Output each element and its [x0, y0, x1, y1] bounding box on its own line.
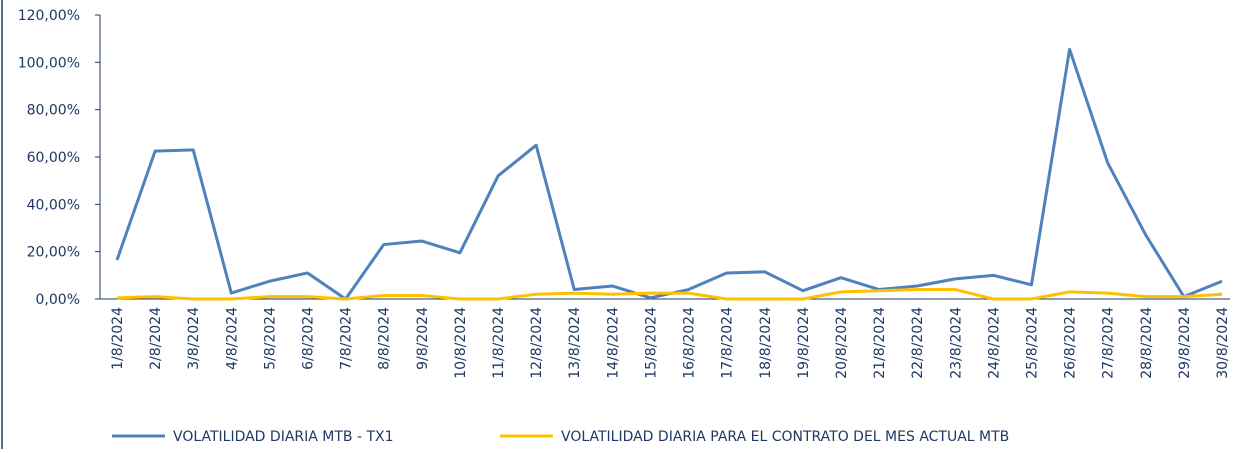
- x-tick-label: 29/8/2024: [1177, 307, 1193, 379]
- y-tick-label: 120,00%: [18, 8, 80, 24]
- x-tick-label: 6/8/2024: [301, 307, 317, 370]
- x-tick-label: 3/8/2024: [186, 307, 202, 370]
- x-tick-label: 26/8/2024: [1063, 307, 1079, 379]
- x-tick-label: 8/8/2024: [377, 307, 393, 370]
- y-tick-label: 20,00%: [27, 245, 80, 261]
- x-tick-label: 17/8/2024: [720, 307, 736, 379]
- x-tick-label: 15/8/2024: [643, 307, 659, 379]
- x-tick-label: 5/8/2024: [262, 307, 278, 370]
- x-tick-label: 12/8/2024: [529, 307, 545, 379]
- x-tick-label: 13/8/2024: [567, 307, 583, 379]
- x-tick-label: 2/8/2024: [148, 307, 164, 370]
- y-tick-label: 100,00%: [18, 55, 80, 71]
- legend-label: VOLATILIDAD DIARIA PARA EL CONTRATO DEL …: [561, 429, 1009, 445]
- x-tick-label: 24/8/2024: [986, 307, 1002, 379]
- x-tick-label: 18/8/2024: [758, 307, 774, 379]
- series-line: [116, 288, 1223, 301]
- x-tick-label: 9/8/2024: [415, 307, 431, 370]
- x-tick-label: 7/8/2024: [339, 307, 355, 370]
- legend-label: VOLATILIDAD DIARIA MTB - TX1: [173, 429, 394, 445]
- x-tick-label: 14/8/2024: [605, 307, 621, 379]
- y-tick-label: 40,00%: [27, 197, 80, 213]
- series-line: [115, 47, 1223, 301]
- x-tick-label: 19/8/2024: [796, 307, 812, 379]
- x-tick-label: 27/8/2024: [1101, 307, 1117, 379]
- x-tick-label: 20/8/2024: [834, 307, 850, 379]
- y-tick-label: 0,00%: [36, 292, 80, 308]
- x-tick-label: 21/8/2024: [872, 307, 888, 379]
- x-tick-label: 30/8/2024: [1215, 307, 1231, 379]
- x-tick-label: 1/8/2024: [110, 307, 126, 370]
- y-tick-label: 60,00%: [27, 150, 80, 166]
- y-tick-label: 80,00%: [27, 103, 80, 119]
- x-tick-label: 16/8/2024: [682, 307, 698, 379]
- x-tick-label: 11/8/2024: [491, 307, 507, 379]
- x-tick-label: 28/8/2024: [1139, 307, 1155, 379]
- x-tick-label: 25/8/2024: [1024, 307, 1040, 379]
- x-tick-label: 10/8/2024: [453, 307, 469, 379]
- x-tick-label: 23/8/2024: [948, 307, 964, 379]
- x-tick-label: 22/8/2024: [910, 307, 926, 379]
- x-tick-label: 4/8/2024: [224, 307, 240, 370]
